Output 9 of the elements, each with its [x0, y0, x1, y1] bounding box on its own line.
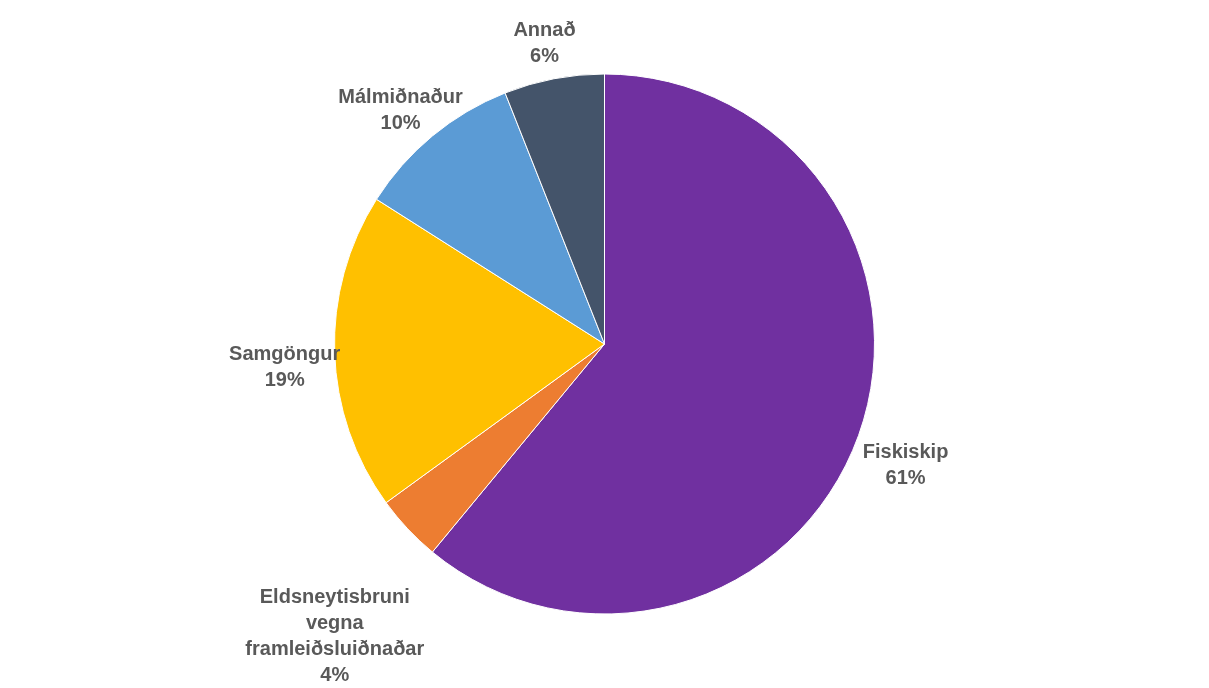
data-label: 4%	[320, 663, 350, 686]
slice-label: Fiskiskip	[862, 440, 949, 463]
data-label: 19%	[264, 368, 305, 391]
slice-label: Annað	[513, 17, 576, 40]
data-label: 61%	[885, 466, 926, 489]
slice-label: Málmiðnaður	[338, 85, 463, 108]
data-label: 6%	[530, 43, 560, 66]
slice-label: Eldsneytisbruni vegna framleiðsluiðnaðar	[245, 585, 425, 660]
data-label: 10%	[380, 111, 421, 134]
